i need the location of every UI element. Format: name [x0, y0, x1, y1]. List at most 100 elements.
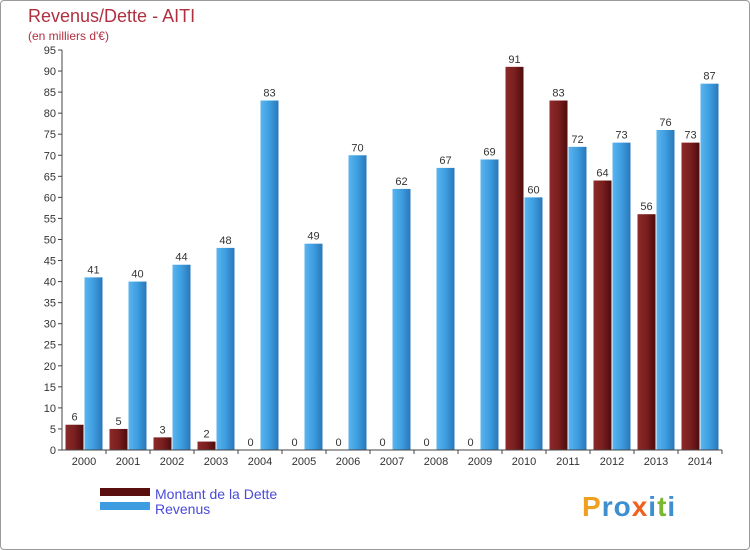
legend-swatch-debt [100, 488, 150, 496]
x-tick-label: 2003 [204, 456, 228, 468]
x-tick-label: 2010 [512, 456, 536, 468]
data-label-debt: 0 [291, 437, 297, 449]
data-label-revenue: 76 [659, 117, 671, 129]
y-tick-label: 45 [44, 256, 56, 268]
data-label-revenue: 48 [219, 235, 231, 247]
bar-revenue [128, 281, 147, 450]
y-tick-label: 10 [44, 403, 56, 415]
bar-revenue [304, 243, 323, 450]
logo-text: Proxiti [582, 491, 676, 522]
y-tick-label: 55 [44, 213, 56, 225]
bar-revenue [348, 155, 367, 450]
data-label-revenue: 83 [263, 88, 275, 100]
data-label-debt: 0 [335, 437, 341, 449]
data-label-debt: 5 [115, 416, 121, 428]
data-label-revenue: 87 [703, 71, 715, 83]
legend: Montant de la Dette Revenus [100, 486, 277, 517]
data-label-debt: 0 [467, 437, 473, 449]
x-tick-label: 2004 [248, 456, 272, 468]
data-label-debt: 2 [203, 429, 209, 441]
bar-debt [681, 142, 700, 450]
data-label-revenue: 70 [351, 142, 363, 154]
data-label-revenue: 67 [439, 155, 451, 167]
data-label-revenue: 41 [87, 264, 99, 276]
y-tick-label: 75 [44, 129, 56, 141]
bar-debt [197, 441, 216, 450]
bar-revenue [524, 197, 543, 450]
data-label-debt: 91 [508, 54, 520, 66]
data-label-debt: 0 [423, 437, 429, 449]
y-tick-label: 35 [44, 298, 56, 310]
x-tick-label: 2006 [336, 456, 360, 468]
x-tick-label: 2009 [468, 456, 492, 468]
y-axis: 0 5 10 15 20 25 30 35 40 45 50 55 60 65 70 75 80 85 90 95 [44, 45, 63, 457]
data-label-debt: 56 [640, 201, 652, 213]
x-tick-label: 2014 [688, 456, 712, 468]
y-tick-label: 15 [44, 382, 56, 394]
data-label-revenue: 62 [395, 176, 407, 188]
bar-revenue [436, 167, 455, 451]
bar-revenue [172, 264, 191, 450]
bar-debt [109, 428, 128, 450]
proxiti-logo: Proxiti [582, 491, 676, 522]
y-tick-label: 80 [44, 108, 56, 120]
x-tick-label: 2012 [600, 456, 624, 468]
y-tick-label: 25 [44, 340, 56, 352]
legend-swatch-separator [100, 496, 150, 499]
y-tick-label: 0 [50, 445, 56, 457]
bar-debt [505, 66, 524, 450]
data-label-revenue: 60 [527, 184, 539, 196]
data-label-revenue: 72 [571, 134, 583, 146]
y-tick-label: 85 [44, 87, 56, 99]
data-label-revenue: 44 [175, 252, 187, 264]
bar-debt [549, 100, 568, 451]
x-tick-label: 2005 [292, 456, 316, 468]
y-tick-label: 5 [50, 424, 56, 436]
chart-title: Revenus/Dette - AITI [28, 6, 195, 26]
y-tick-label: 90 [44, 66, 56, 78]
x-tick-label: 2007 [380, 456, 404, 468]
bar-revenue [216, 247, 235, 450]
y-tick-label: 30 [44, 319, 56, 331]
bar-revenue [392, 188, 411, 450]
y-tick-label: 70 [44, 150, 56, 162]
bar-debt [65, 424, 84, 450]
y-tick-label: 20 [44, 361, 56, 373]
x-tick-label: 2013 [644, 456, 668, 468]
data-label-debt: 0 [379, 437, 385, 449]
bar-debt [593, 180, 612, 451]
chart-subtitle: (en milliers d'€) [28, 29, 109, 43]
data-label-debt: 6 [71, 412, 77, 424]
data-label-debt: 0 [247, 437, 253, 449]
data-label-revenue: 69 [483, 146, 495, 158]
data-label-debt: 64 [596, 168, 608, 180]
bar-debt [637, 214, 656, 450]
bar-revenue [700, 83, 719, 451]
legend-label-debt: Montant de la Dette [155, 486, 277, 502]
legend-swatch-revenue [100, 502, 150, 510]
bar-revenue [260, 100, 279, 451]
x-axis: 2000 2001 2002 2003 2004 2005 2006 2007 2008 2009… [62, 449, 723, 468]
legend-label-revenue: Revenus [155, 501, 210, 517]
bar-revenue [84, 277, 103, 450]
x-tick-label: 2002 [160, 456, 184, 468]
y-tick-label: 65 [44, 171, 56, 183]
data-label-revenue: 40 [131, 269, 143, 281]
bar-revenue [568, 146, 587, 450]
y-tick-label: 50 [44, 234, 56, 246]
y-tick-label: 40 [44, 277, 56, 289]
bar-revenue [656, 130, 675, 450]
bar-revenue [612, 142, 631, 450]
data-label-debt: 3 [159, 424, 165, 436]
x-tick-label: 2000 [72, 456, 96, 468]
data-label-debt: 83 [552, 88, 564, 100]
data-label-revenue: 49 [307, 231, 319, 243]
bar-debt [153, 437, 172, 450]
data-label-revenue: 73 [615, 130, 627, 142]
data-label-debt: 73 [684, 130, 696, 142]
bars-group: 6 41 5 40 3 44 2 48 0 83 0 49 0 70 0 62 0 67 0 69 91 60 83 72 64… [65, 54, 719, 451]
y-tick-label: 95 [44, 45, 56, 57]
bar-revenue [480, 159, 499, 450]
x-tick-label: 2001 [116, 456, 140, 468]
